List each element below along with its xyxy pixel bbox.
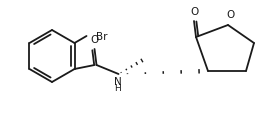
Text: Br: Br [95, 32, 107, 42]
Text: O: O [226, 10, 234, 20]
Text: N: N [114, 76, 122, 86]
Text: O: O [190, 7, 198, 17]
Text: O: O [90, 35, 99, 45]
Text: H: H [114, 83, 121, 92]
